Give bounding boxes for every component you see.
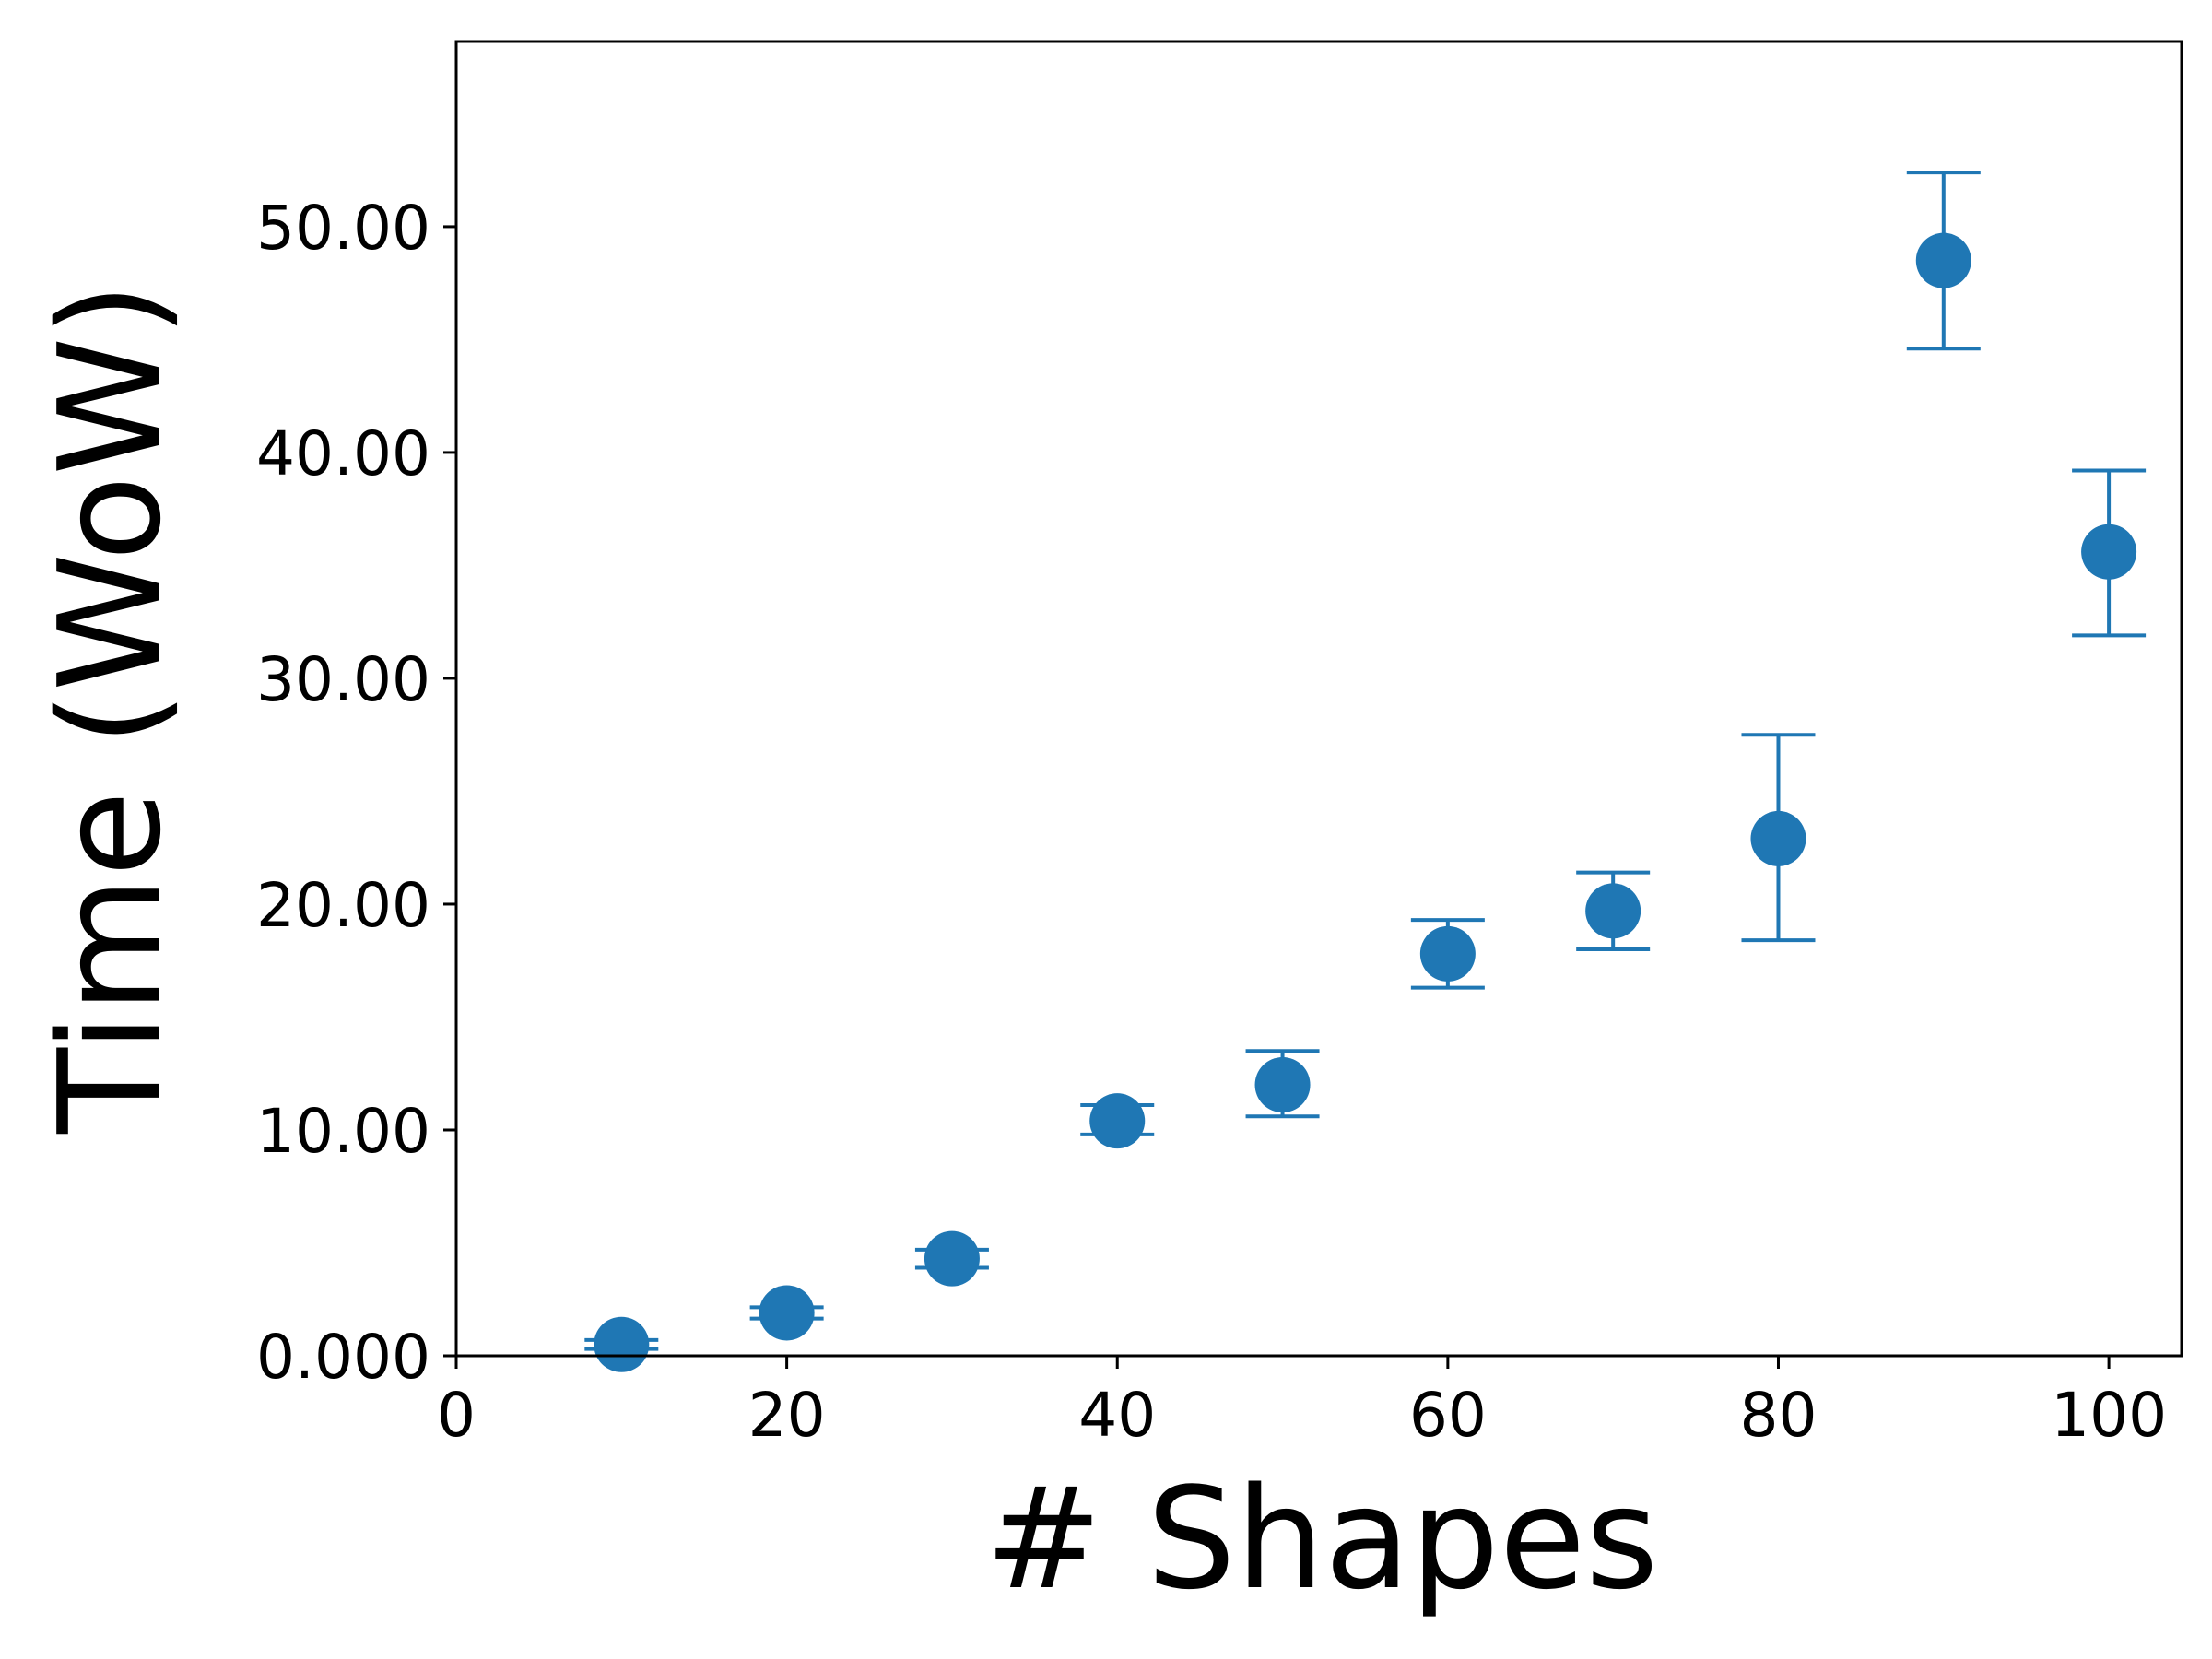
data-point	[594, 1316, 650, 1372]
x-tick-label: 80	[1739, 1380, 1817, 1451]
data-point	[924, 1230, 980, 1287]
data-point	[1254, 1056, 1311, 1112]
data-point	[1419, 925, 1476, 982]
data-point	[1585, 883, 1641, 939]
x-axis-label: # Shapes	[985, 1457, 1659, 1620]
x-axis: 0 20 40 60 80 100	[437, 1356, 2167, 1451]
y-tick-label: 20.00	[256, 870, 430, 941]
y-axis-label: Time (WoW)	[29, 282, 192, 1135]
y-tick-label: 50.00	[256, 193, 430, 264]
y-tick-label: 30.00	[256, 644, 430, 715]
y-tick-label: 10.00	[256, 1096, 430, 1167]
data-point	[1089, 1093, 1146, 1149]
data-marks	[584, 171, 2147, 1372]
data-point	[759, 1285, 815, 1341]
plot-frame	[454, 40, 2183, 1358]
data-point	[1915, 232, 1971, 288]
x-tick-label: 20	[748, 1380, 826, 1451]
x-tick-label: 60	[1409, 1380, 1487, 1451]
y-tick-label: 0.000	[256, 1322, 430, 1393]
x-tick-label: 100	[2051, 1380, 2167, 1451]
x-tick-label: 40	[1078, 1380, 1156, 1451]
data-point	[1750, 810, 1806, 866]
y-tick-label: 40.00	[256, 418, 430, 489]
y-axis: 0.000 10.00 20.00 30.00 40.00 50.00	[256, 193, 456, 1393]
x-tick-label: 0	[437, 1380, 476, 1451]
data-point	[2081, 524, 2137, 580]
